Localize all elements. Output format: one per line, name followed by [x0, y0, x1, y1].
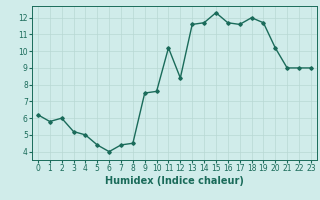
X-axis label: Humidex (Indice chaleur): Humidex (Indice chaleur) [105, 176, 244, 186]
